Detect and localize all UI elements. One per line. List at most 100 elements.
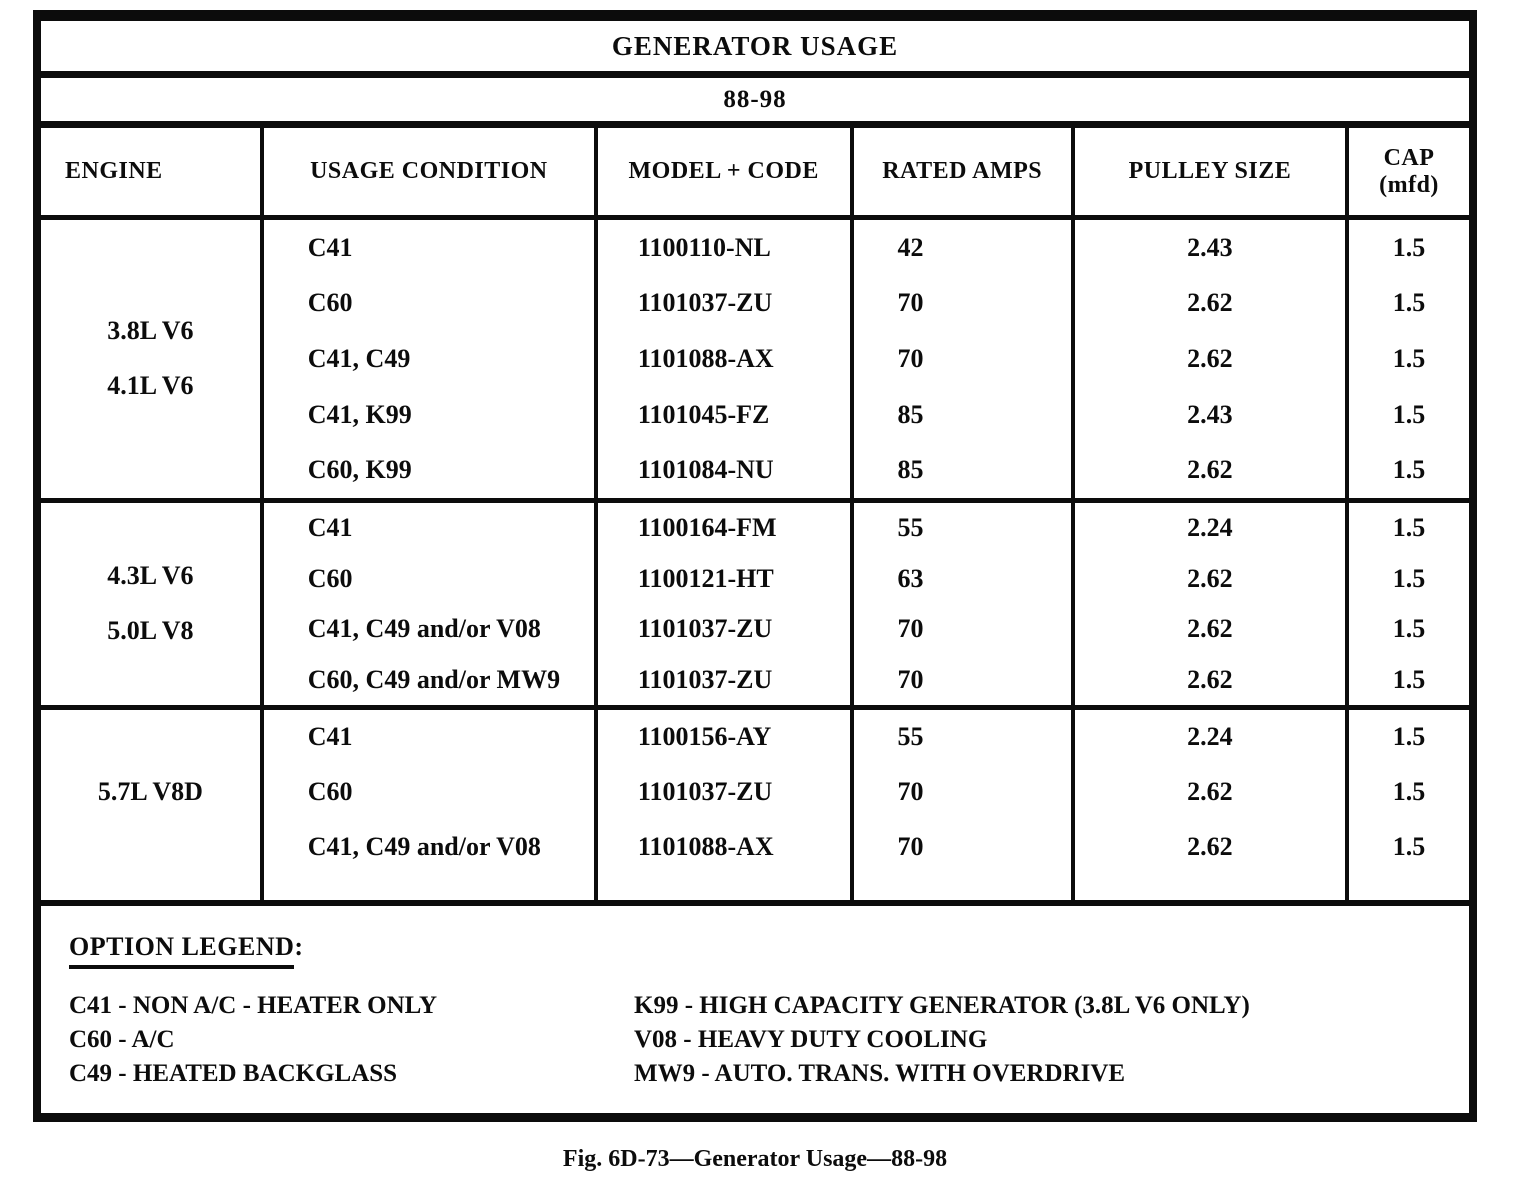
- model-cell: 1100110-NL: [598, 220, 854, 276]
- cap-cell: 1.5: [1392, 455, 1426, 485]
- pulley-cell: 2.62: [1075, 603, 1350, 655]
- legend-item-c60: C60 - A/C: [69, 1025, 175, 1053]
- usage-cell: C60, K99: [264, 442, 598, 498]
- model-cell: 1101088-AX: [598, 819, 854, 875]
- amps-cell: 55: [854, 502, 1075, 554]
- amps-cell: 70: [854, 275, 1075, 332]
- pulley-cell: 2.62: [1075, 275, 1350, 332]
- cap-cell: 1.5: [1392, 614, 1426, 644]
- cap-cell: 1.5: [1392, 513, 1426, 543]
- pulley-cell: 2.62: [1075, 331, 1350, 387]
- cap-cell: 1.5: [1392, 232, 1426, 262]
- model-cell: 1101037-ZU: [598, 764, 854, 820]
- column-header-cap-mfd: CAP (mfd): [1349, 128, 1469, 215]
- legend-item-c49: C49 - HEATED BACKGLASS: [69, 1059, 398, 1087]
- legend-columns: C41 - NON A/C - HEATER ONLY C60 - A/C C4…: [69, 989, 1439, 1091]
- filler-cell: [598, 874, 854, 900]
- engine-group-43-50: 4.3L V6 5.0L V8 C41 1100164-FM 55 2.24 1…: [41, 502, 1469, 710]
- pulley-cell: 2.43: [1075, 386, 1350, 443]
- model-cell: 1101037-ZU: [598, 275, 854, 332]
- model-cell: 1101045-FZ: [598, 386, 854, 443]
- cap-cell: 1.5: [1392, 563, 1426, 593]
- column-header-pulley-size: PULLEY SIZE: [1075, 128, 1350, 215]
- column-header-model-code: MODEL + CODE: [598, 128, 854, 215]
- legend-title-line: OPTION LEGEND:: [69, 932, 1439, 969]
- model-cell: 1101037-ZU: [598, 654, 854, 705]
- usage-cell: C60: [264, 275, 598, 332]
- table-header-row: ENGINE USAGE CONDITION MODEL + CODE RATE…: [41, 128, 1469, 220]
- pulley-cell: 2.24: [1075, 709, 1350, 765]
- legend-item-mw9: MW9 - AUTO. TRANS. WITH OVERDRIVE: [634, 1059, 1126, 1087]
- cap-header-line2: (mfd): [1379, 171, 1439, 198]
- engine-cell: 4.3L V6 5.0L V8: [41, 502, 264, 705]
- model-cell: 1101088-AX: [598, 331, 854, 387]
- option-legend: OPTION LEGEND: C41 - NON A/C - HEATER ON…: [41, 906, 1469, 1113]
- engine-label: 3.8L V6: [107, 316, 194, 346]
- usage-cell: C41, C49 and/or V08: [264, 819, 598, 875]
- pulley-cell: 2.62: [1075, 442, 1350, 498]
- engine-cell: 3.8L V6 4.1L V6: [41, 220, 264, 498]
- cap-cell: 1.5: [1392, 664, 1426, 694]
- usage-cell: C60: [264, 553, 598, 604]
- amps-cell: 63: [854, 553, 1075, 604]
- engine-cell: 5.7L V8D: [41, 709, 264, 900]
- usage-cell: C41, K99: [264, 386, 598, 443]
- usage-cell: C41: [264, 709, 598, 765]
- model-cell: 1100121-HT: [598, 553, 854, 604]
- amps-cell: 70: [854, 764, 1075, 820]
- engine-group-57: 5.7L V8D C41 1100156-AY 55 2.24 1.5 C60 …: [41, 709, 1469, 906]
- cap-cell: 1.5: [1392, 777, 1426, 807]
- pulley-cell: 2.62: [1075, 819, 1350, 875]
- amps-cell: 70: [854, 819, 1075, 875]
- cap-cell: 1.5: [1392, 399, 1426, 429]
- filler-cell: [1075, 874, 1350, 900]
- amps-cell: 85: [854, 386, 1075, 443]
- amps-cell: 70: [854, 603, 1075, 655]
- model-cell: 1100156-AY: [598, 709, 854, 765]
- pulley-cell: 2.43: [1075, 220, 1350, 276]
- usage-cell: C60: [264, 764, 598, 820]
- figure-caption: Fig. 6D-73—Generator Usage—88-98: [562, 1146, 948, 1172]
- cap-cell: 1.5: [1392, 832, 1426, 862]
- engine-group-38-41: 3.8L V6 4.1L V6 C41 1100110-NL 42 2.43 1…: [41, 220, 1469, 503]
- pulley-cell: 2.62: [1075, 764, 1350, 820]
- generator-usage-table: GENERATOR USAGE 88-98 ENGINE USAGE CONDI…: [33, 10, 1477, 1122]
- filler-cell: [264, 874, 598, 900]
- model-cell: 1101037-ZU: [598, 603, 854, 655]
- model-cell: 1101084-NU: [598, 442, 854, 498]
- table-title: GENERATOR USAGE: [41, 21, 1469, 78]
- engine-label: 5.7L V8D: [97, 777, 203, 807]
- column-header-rated-amps: RATED AMPS: [854, 128, 1075, 215]
- amps-cell: 42: [854, 220, 1075, 276]
- model-cell: 1100164-FM: [598, 502, 854, 554]
- pulley-cell: 2.62: [1075, 654, 1350, 705]
- usage-cell: C41: [264, 220, 598, 276]
- legend-column-left: C41 - NON A/C - HEATER ONLY C60 - A/C C4…: [69, 989, 634, 1091]
- usage-cell: C41, C49 and/or V08: [264, 603, 598, 655]
- amps-cell: 70: [854, 331, 1075, 387]
- amps-cell: 70: [854, 654, 1075, 705]
- legend-item-v08: V08 - HEAVY DUTY COOLING: [634, 1025, 988, 1053]
- legend-column-right: K99 - HIGH CAPACITY GENERATOR (3.8L V6 O…: [634, 989, 1439, 1091]
- cap-cell: 1.5: [1392, 343, 1426, 373]
- engine-label: 4.3L V6: [107, 561, 194, 591]
- usage-cell: C60, C49 and/or MW9: [264, 654, 598, 705]
- usage-cell: C41, C49: [264, 331, 598, 387]
- cap-header-line1: CAP: [1383, 144, 1435, 171]
- column-header-usage-condition: USAGE CONDITION: [264, 128, 598, 215]
- legend-title: OPTION LEGEND: [69, 932, 295, 969]
- pulley-cell: 2.24: [1075, 502, 1350, 554]
- column-header-engine: ENGINE: [41, 128, 264, 215]
- legend-item-k99: K99 - HIGH CAPACITY GENERATOR (3.8L V6 O…: [634, 991, 1250, 1019]
- engine-label: 5.0L V8: [107, 616, 194, 646]
- cap-cell: 1.5: [1392, 288, 1426, 318]
- pulley-cell: 2.62: [1075, 553, 1350, 604]
- usage-cell: C41: [264, 502, 598, 554]
- amps-cell: 85: [854, 442, 1075, 498]
- legend-item-c41: C41 - NON A/C - HEATER ONLY: [69, 991, 438, 1019]
- table-subtitle-range: 88-98: [41, 78, 1469, 128]
- filler-cell: [1349, 875, 1469, 900]
- amps-cell: 55: [854, 709, 1075, 765]
- legend-title-colon: :: [294, 931, 304, 961]
